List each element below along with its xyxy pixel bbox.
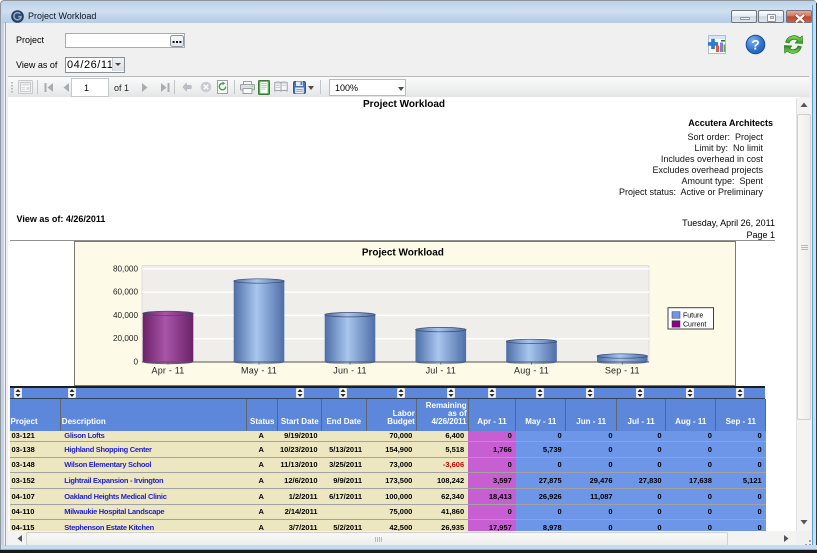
svg-text:May - 11: May - 11	[241, 366, 277, 376]
svg-text:20,000: 20,000	[113, 334, 138, 343]
svg-text:80,000: 80,000	[113, 264, 138, 273]
svg-text:60,000: 60,000	[113, 288, 138, 297]
svg-text:40,000: 40,000	[113, 311, 138, 320]
svg-text:Aug - 11: Aug - 11	[514, 366, 549, 376]
svg-text:Apr - 11: Apr - 11	[152, 366, 185, 376]
svg-text:Jun - 11: Jun - 11	[333, 366, 366, 376]
svg-text:Future: Future	[683, 313, 703, 320]
svg-text:0: 0	[133, 358, 138, 367]
svg-text:Sep - 11: Sep - 11	[605, 366, 640, 376]
svg-text:?: ?	[751, 37, 760, 53]
svg-text:Current: Current	[683, 322, 706, 329]
svg-text:Project Workload: Project Workload	[362, 248, 444, 259]
svg-text:Jul - 11: Jul - 11	[426, 366, 456, 376]
